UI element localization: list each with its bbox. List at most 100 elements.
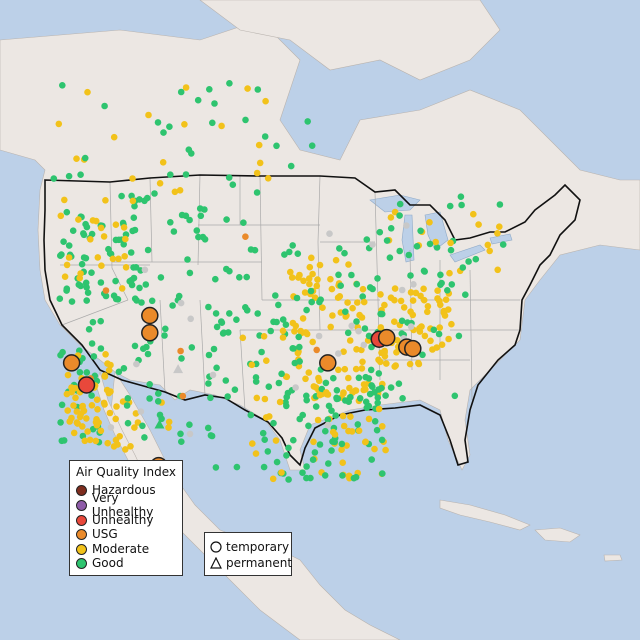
legend-item-good: Good bbox=[76, 556, 124, 570]
monitor-marker bbox=[276, 398, 284, 406]
monitor-marker bbox=[107, 424, 115, 431]
monitor-marker bbox=[233, 316, 240, 324]
monitor-marker bbox=[63, 287, 70, 294]
monitor-marker bbox=[59, 82, 66, 89]
monitor-marker bbox=[360, 341, 368, 349]
monitor-marker bbox=[186, 421, 193, 429]
monitor-marker bbox=[148, 297, 156, 305]
canada-north-land bbox=[199, 0, 501, 81]
monitor-marker bbox=[355, 327, 362, 335]
monitor-marker bbox=[433, 344, 441, 351]
monitor-marker bbox=[447, 246, 455, 254]
monitor-marker bbox=[316, 391, 324, 399]
monitor-marker bbox=[397, 297, 405, 305]
monitor-marker bbox=[128, 281, 136, 289]
monitor-marker bbox=[475, 221, 482, 228]
us-country-border bbox=[43, 174, 581, 467]
monitor-marker bbox=[470, 210, 477, 218]
monitor-marker bbox=[407, 289, 415, 296]
monitor-marker bbox=[424, 308, 431, 316]
monitor-marker bbox=[393, 349, 400, 356]
monitor-marker bbox=[129, 175, 136, 182]
monitor-marker bbox=[155, 390, 162, 397]
monitor-marker bbox=[236, 274, 243, 281]
monitor-marker bbox=[395, 380, 403, 388]
monitor-marker bbox=[415, 360, 423, 368]
monitor-marker bbox=[101, 102, 108, 110]
monitor-marker bbox=[122, 446, 129, 453]
monitor-marker bbox=[387, 294, 395, 302]
monitor-marker bbox=[116, 433, 123, 440]
monitor-marker bbox=[264, 175, 272, 182]
monitor-marker bbox=[102, 351, 109, 358]
monitor-marker bbox=[378, 384, 385, 392]
monitor-marker bbox=[399, 395, 406, 402]
monitor-marker bbox=[193, 227, 201, 234]
monitor-marker bbox=[379, 470, 386, 477]
monitor-marker bbox=[278, 469, 285, 476]
monitor-marker bbox=[365, 415, 373, 423]
monitor-marker bbox=[129, 197, 137, 205]
monitor-marker bbox=[306, 280, 313, 288]
monitor-marker bbox=[287, 268, 294, 276]
monitor-marker bbox=[141, 197, 148, 205]
legend-item-unhealthy: Unhealthy bbox=[76, 513, 153, 527]
monitor-marker bbox=[110, 133, 118, 141]
monitor-marker bbox=[104, 439, 111, 447]
monitor-marker bbox=[437, 301, 444, 309]
large-monitor-marker bbox=[141, 324, 159, 342]
legend-label: Unhealthy bbox=[92, 513, 154, 527]
monitor-marker bbox=[210, 345, 218, 353]
monitor-marker bbox=[77, 410, 85, 417]
monitor-marker bbox=[362, 438, 369, 446]
monitor-marker bbox=[308, 254, 315, 262]
monitor-marker bbox=[167, 219, 174, 226]
monitor-marker bbox=[270, 419, 277, 427]
monitor-marker bbox=[76, 369, 84, 376]
monitor-marker bbox=[305, 275, 313, 282]
monitor-marker bbox=[358, 365, 366, 372]
monitor-marker bbox=[211, 100, 218, 107]
monitor-marker bbox=[436, 324, 444, 331]
monitor-marker bbox=[337, 282, 345, 290]
monitor-marker bbox=[291, 328, 298, 335]
monitor-marker bbox=[347, 413, 354, 421]
monitor-marker bbox=[100, 233, 108, 240]
monitor-marker bbox=[261, 395, 269, 403]
monitor-marker bbox=[339, 459, 347, 467]
monitor-marker bbox=[341, 249, 348, 257]
monitor-marker bbox=[218, 122, 225, 130]
monitor-marker bbox=[161, 332, 168, 339]
monitor-marker bbox=[299, 469, 306, 477]
monitor-marker bbox=[371, 418, 379, 425]
monitor-marker bbox=[303, 330, 311, 338]
monitor-marker bbox=[231, 386, 239, 394]
monitor-marker bbox=[358, 346, 365, 354]
monitor-marker bbox=[254, 86, 262, 93]
monitor-marker bbox=[360, 381, 368, 388]
monitor-marker bbox=[103, 386, 111, 394]
monitor-marker bbox=[407, 308, 414, 316]
monitor-marker bbox=[88, 340, 96, 347]
monitor-marker bbox=[258, 348, 265, 356]
monitor-marker bbox=[458, 201, 465, 209]
monitor-marker bbox=[484, 241, 492, 249]
monitor-marker bbox=[279, 327, 287, 335]
monitor-marker bbox=[348, 322, 356, 330]
monitor-marker bbox=[279, 316, 287, 323]
monitor-marker bbox=[308, 298, 316, 306]
monitor-marker bbox=[285, 444, 292, 452]
monitor-marker bbox=[55, 120, 63, 128]
monitor-marker bbox=[462, 291, 469, 299]
monitor-marker bbox=[319, 304, 326, 312]
monitor-marker bbox=[145, 111, 152, 119]
monitor-marker bbox=[391, 363, 399, 370]
monitor-marker bbox=[437, 271, 444, 279]
monitor-marker bbox=[300, 277, 307, 285]
monitor-marker bbox=[264, 448, 272, 455]
monitor-marker bbox=[60, 238, 67, 245]
monitor-marker bbox=[63, 390, 71, 398]
large-monitor-marker bbox=[404, 339, 422, 358]
legend-item-temporary: temporary bbox=[210, 540, 289, 554]
